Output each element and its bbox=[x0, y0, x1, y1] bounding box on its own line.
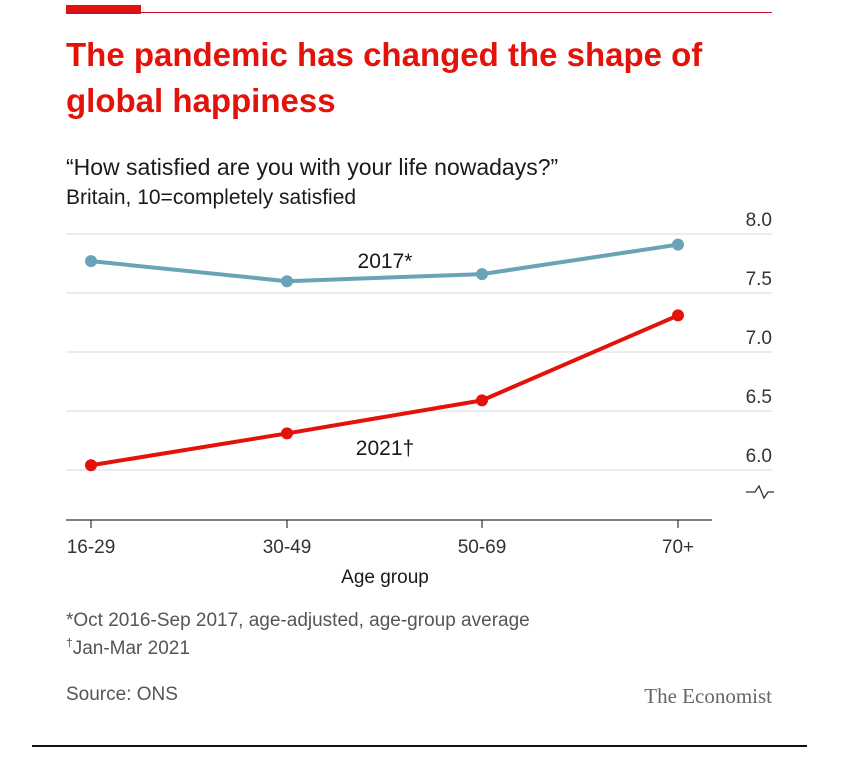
y-tick-label: 7.5 bbox=[746, 269, 772, 290]
series-label: 2017* bbox=[358, 250, 413, 273]
y-tick-label: 8.0 bbox=[746, 210, 772, 231]
data-point bbox=[85, 459, 97, 472]
data-point bbox=[281, 427, 293, 440]
chart-subtitle-units: Britain, 10=completely satisfied bbox=[66, 186, 357, 209]
data-point bbox=[672, 309, 684, 322]
economist-logo: The Economist bbox=[644, 684, 772, 708]
data-point bbox=[672, 238, 684, 251]
source-note: Source: ONS bbox=[66, 684, 178, 705]
dagger-mark: † bbox=[66, 635, 73, 650]
series-line-1 bbox=[89, 313, 680, 468]
y-tick-label: 6.0 bbox=[746, 446, 772, 467]
x-tick-label: 70+ bbox=[662, 537, 694, 558]
series-line-0 bbox=[89, 242, 680, 284]
x-tick-label: 30-49 bbox=[263, 537, 312, 558]
footnote-2021: †Jan-Mar 2021 bbox=[66, 636, 190, 662]
data-point bbox=[476, 394, 488, 407]
x-tick-label: 50-69 bbox=[458, 537, 507, 558]
y-tick-label: 6.5 bbox=[746, 387, 772, 408]
footnote-2021-text: Jan-Mar 2021 bbox=[72, 638, 190, 659]
data-point bbox=[281, 275, 293, 288]
x-axis-label: Age group bbox=[341, 567, 429, 588]
x-tick-label: 16-29 bbox=[67, 537, 116, 558]
y-tick-label: 7.0 bbox=[746, 328, 772, 349]
axis-break-icon bbox=[746, 484, 774, 500]
top-rule bbox=[66, 12, 772, 13]
data-point bbox=[85, 255, 97, 268]
series-label: 2021† bbox=[356, 437, 414, 460]
top-red-tag bbox=[66, 5, 141, 14]
bottom-rule bbox=[32, 745, 807, 747]
chart-subtitle: “How satisfied are you with your life no… bbox=[66, 154, 559, 180]
footnote-2017: *Oct 2016-Sep 2017, age-adjusted, age-gr… bbox=[66, 610, 530, 631]
data-point bbox=[476, 268, 488, 281]
chart-title: The pandemic has changed the shape of gl… bbox=[66, 36, 703, 119]
